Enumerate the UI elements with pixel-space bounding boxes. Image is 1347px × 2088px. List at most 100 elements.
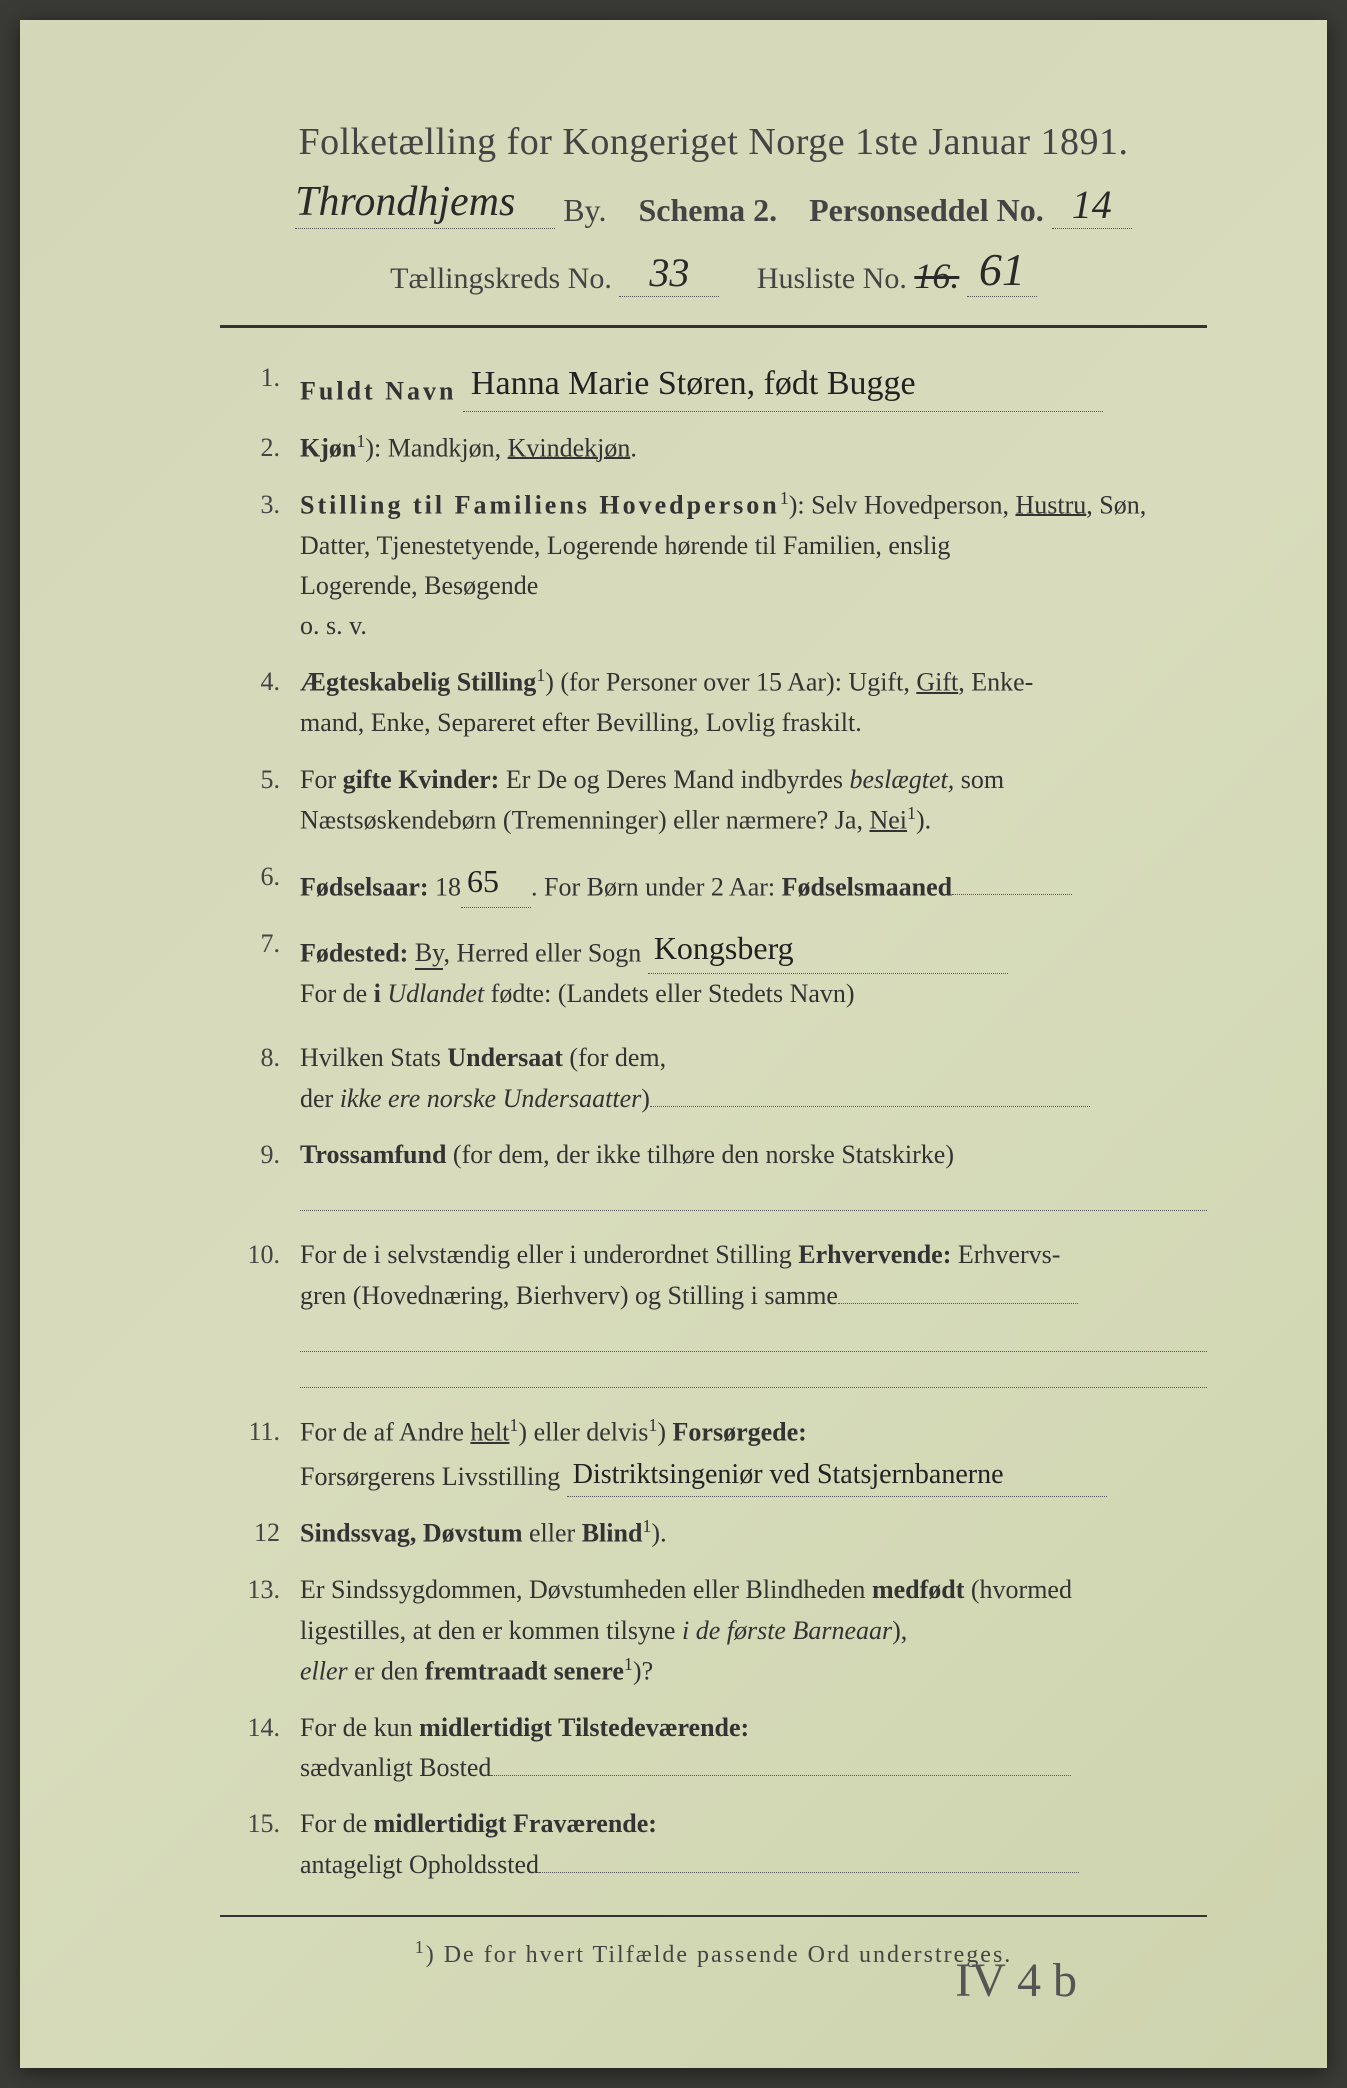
footer-separator: [220, 1915, 1207, 1917]
undersaat-blank: [650, 1106, 1090, 1107]
row-content-14: For de kun midlertidigt Tilstedeværende:…: [300, 1708, 1207, 1789]
row-content-5: For gifte Kvinder: Er De og Deres Mand i…: [300, 760, 1207, 841]
text-12b: ).: [651, 1519, 666, 1548]
text-8bc: ): [641, 1084, 650, 1113]
husliste-strike: 16.: [914, 256, 959, 296]
text-5pre: For: [300, 765, 343, 794]
label-fodselsmaaned: Fødselsmaaned: [782, 872, 952, 901]
erhverv-blank-3: [300, 1360, 1207, 1388]
sup-4: 1: [536, 665, 545, 685]
text-3a: ): Selv Hovedperson,: [789, 490, 1016, 519]
row-content-10: For de i selvstændig eller i underordnet…: [300, 1235, 1207, 1396]
text-15b: antageligt Opholdssted: [300, 1850, 539, 1879]
row-content-2: Kjøn1): Mandkjøn, Kvindekjøn.: [300, 428, 1207, 469]
text-13ca: er den: [348, 1657, 425, 1686]
text-12a: eller: [523, 1519, 582, 1548]
text-5b: Næstsøskendebørn (Tremenninger) eller næ…: [300, 806, 869, 835]
text-9: (for dem, der ikke tilhøre den norske St…: [446, 1140, 954, 1169]
text-7ba: For de: [300, 979, 374, 1008]
row-8: 8. Hvilken Stats Undersaat (for dem, der…: [240, 1038, 1207, 1119]
kreds-no: 33: [619, 249, 719, 297]
text-7bd: fødte: (Landets eller Stedets Navn): [484, 979, 854, 1008]
row-num-8: 8.: [240, 1038, 300, 1119]
row-content-4: Ægteskabelig Stilling1) (for Personer ov…: [300, 662, 1207, 743]
label-stilling: Stilling til Familiens Hovedperson: [300, 490, 780, 519]
row-13: 13. Er Sindssygdommen, Døvstumheden elle…: [240, 1570, 1207, 1692]
text-8bital: ikke ere norske Undersaatter: [340, 1084, 642, 1113]
blind: Blind: [582, 1519, 643, 1548]
personseddel-no: 14: [1052, 181, 1132, 229]
row-num-15: 15.: [240, 1804, 300, 1885]
label-erhvervende: Erhvervende:: [798, 1240, 951, 1269]
row-content-11: For de af Andre helt1) eller delvis1) Fo…: [300, 1412, 1207, 1497]
text-10a2: Erhvervs-: [951, 1240, 1060, 1269]
label-tilstedevaerende: midlertidigt Tilstedeværende:: [419, 1713, 749, 1742]
header-separator: [220, 325, 1207, 328]
text-13bital: i de første Barneaar: [682, 1616, 892, 1645]
text-14b: sædvanligt Bosted: [300, 1753, 491, 1782]
label-fodselsaar: Fødselsaar:: [300, 872, 429, 901]
text-3c: Logerende, Besøgende: [300, 571, 538, 600]
main-title: Folketælling for Kongeriget Norge 1ste J…: [220, 120, 1207, 164]
year-hw: 65: [461, 857, 531, 908]
row-content-12: Sindssvag, Døvstum eller Blind1).: [300, 1513, 1207, 1554]
row-12: 12 Sindssvag, Døvstum eller Blind1).: [240, 1513, 1207, 1554]
beslaegtet: beslægtet,: [850, 765, 955, 794]
value-navn: Hanna Marie Støren, født Bugge: [463, 358, 1103, 412]
text-5a2: som: [954, 765, 1004, 794]
text-13ab: (hvormed: [964, 1575, 1072, 1604]
form-header: Folketælling for Kongeriget Norge 1ste J…: [220, 120, 1207, 297]
label-undersaat: Undersaat: [447, 1043, 563, 1072]
text-7r: , Herred eller Sogn: [443, 938, 641, 967]
row-num-10: 10.: [240, 1235, 300, 1396]
text-10a: For de i selvstændig eller i underordnet…: [300, 1240, 798, 1269]
kvindekjon: Kvindekjøn: [508, 433, 631, 462]
text-2a: ): Mandkjøn,: [365, 433, 507, 462]
year-prefix: 18: [429, 872, 462, 901]
label-sindssvag: Sindssvag, Døvstum: [300, 1519, 523, 1548]
row-num-9: 9.: [240, 1135, 300, 1219]
row-num-13: 13.: [240, 1570, 300, 1692]
row-num-1: 1.: [240, 358, 300, 412]
fodested-value: Kongsberg: [648, 924, 1008, 975]
text-8ba: der: [300, 1084, 340, 1113]
label-gifte-kvinder: gifte Kvinder:: [343, 765, 500, 794]
erhverv-blank-2: [300, 1324, 1207, 1352]
bottom-handwritten-mark: IV 4 b: [955, 1953, 1077, 2008]
row-11: 11. For de af Andre helt1) eller delvis1…: [240, 1412, 1207, 1497]
label-forsorgede: Forsørgede:: [673, 1418, 807, 1447]
husliste-label: Husliste No.: [757, 262, 907, 295]
sup-11b: 1: [648, 1415, 657, 1435]
label-aegteskab: Ægteskabelig Stilling: [300, 668, 536, 697]
row-num-11: 11.: [240, 1412, 300, 1497]
row-num-14: 14.: [240, 1708, 300, 1789]
fremtraadt: fremtraadt senere: [425, 1657, 624, 1686]
footnote-text: ) De for hvert Tilfælde passende Ord und…: [426, 1942, 1013, 1968]
row-num-2: 2.: [240, 428, 300, 469]
kreds-label: Tællingskreds No.: [390, 262, 612, 295]
gift: Gift: [916, 668, 958, 697]
text-13ba: ligestilles, at den er kommen tilsyne: [300, 1616, 682, 1645]
text-13bb: ),: [892, 1616, 907, 1645]
row-15: 15. For de midlertidigt Fraværende: anta…: [240, 1804, 1207, 1885]
row-content-3: Stilling til Familiens Hovedperson1): Se…: [300, 485, 1207, 647]
sup-2: 1: [356, 431, 365, 451]
hustru: Hustru: [1016, 490, 1087, 519]
row-4: 4. Ægteskabelig Stilling1) (for Personer…: [240, 662, 1207, 743]
row-1: 1. Fuldt Navn Hanna Marie Støren, født B…: [240, 358, 1207, 412]
row-9: 9. Trossamfund (for dem, der ikke tilhør…: [240, 1135, 1207, 1219]
row-content-7: Fødested: By, Herred eller Sogn Kongsber…: [300, 924, 1207, 1015]
text-4b: mand, Enke, Separeret efter Bevilling, L…: [300, 708, 862, 737]
text-10b: gren (Hovednæring, Bierhverv) og Stillin…: [300, 1281, 838, 1310]
row-num-4: 4.: [240, 662, 300, 743]
text-15a: For de: [300, 1809, 374, 1838]
row-num-6: 6.: [240, 857, 300, 908]
nei: Nei: [869, 806, 907, 835]
opholdssted-blank: [539, 1872, 1079, 1873]
row-2: 2. Kjøn1): Mandkjøn, Kvindekjøn.: [240, 428, 1207, 469]
text-14a: For de kun: [300, 1713, 419, 1742]
text-7bb: i: [374, 979, 381, 1008]
row-num-12: 12: [240, 1513, 300, 1554]
row-content-6: Fødselsaar: 1865. For Børn under 2 Aar: …: [300, 857, 1207, 908]
helt: helt: [470, 1418, 509, 1447]
